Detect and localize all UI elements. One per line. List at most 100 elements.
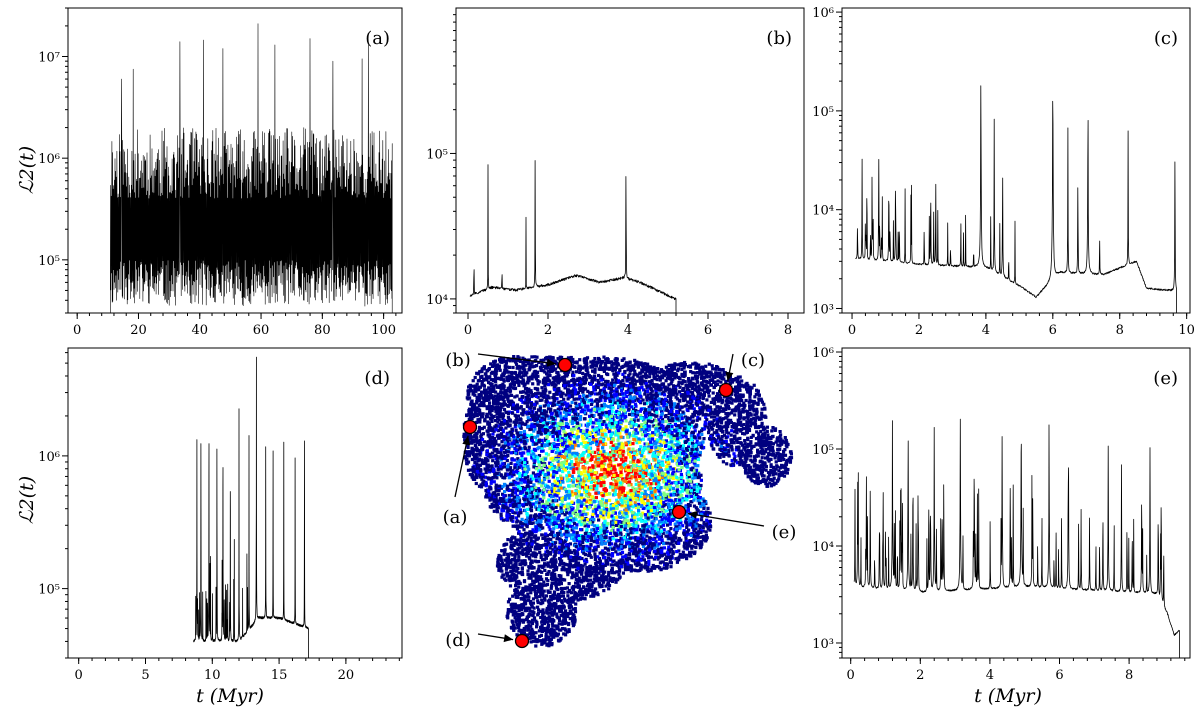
- scatter-point: [523, 508, 527, 512]
- scatter-point: [756, 448, 760, 452]
- scatter-point: [610, 365, 614, 369]
- scatter-point: [535, 640, 539, 644]
- y-tick-label: 10⁴: [812, 540, 834, 555]
- scatter-point: [480, 477, 484, 481]
- scatter-point: [490, 464, 494, 468]
- x-tick-label: 2: [915, 323, 923, 338]
- scatter-point: [735, 461, 740, 465]
- scatter-point: [577, 423, 581, 428]
- scatter-point: [749, 454, 753, 458]
- scatter-point: [506, 506, 510, 510]
- scatter-point: [529, 591, 533, 595]
- scatter-point: [764, 464, 768, 469]
- scatter-point: [542, 496, 546, 500]
- scatter-point: [582, 451, 586, 455]
- scatter-point: [689, 424, 693, 428]
- scatter-point: [709, 400, 713, 404]
- scatter-point: [621, 561, 625, 565]
- scatter-point: [576, 503, 580, 507]
- scatter-point: [495, 564, 500, 568]
- scatter-point: [737, 421, 741, 425]
- scatter-point: [611, 518, 615, 522]
- scatter-point: [518, 539, 522, 543]
- scatter-point: [680, 372, 684, 376]
- scatter-point: [501, 428, 505, 432]
- scatter-point: [678, 459, 682, 464]
- scatter-point: [652, 497, 657, 501]
- scatter-point: [738, 422, 742, 426]
- scatter-point: [718, 427, 722, 431]
- scatter-point: [571, 621, 575, 625]
- scatter-point: [584, 375, 588, 379]
- scatter-point: [653, 397, 657, 401]
- scatter-point: [635, 441, 639, 445]
- scatter-point: [518, 370, 522, 374]
- scatter-point: [615, 396, 619, 400]
- x-tick-label: 40: [191, 323, 208, 338]
- scatter-point: [646, 466, 650, 471]
- scatter-point: [741, 443, 745, 447]
- scatter-point: [555, 397, 559, 401]
- scatter-point: [656, 532, 660, 536]
- y-tick-label: 10⁷: [38, 51, 60, 66]
- scatter-point: [651, 405, 655, 409]
- scatter-point: [710, 364, 714, 368]
- scatter-point: [571, 607, 575, 611]
- scatter-point: [537, 487, 541, 491]
- scatter-point: [766, 433, 770, 437]
- scatter-point: [518, 359, 522, 363]
- scatter-point: [646, 528, 650, 532]
- scatter-point: [682, 366, 686, 370]
- scatter-point: [593, 454, 597, 459]
- scatter-point: [601, 453, 605, 457]
- scatter-point: [702, 375, 706, 379]
- scatter-point: [620, 547, 624, 551]
- scatter-point: [561, 594, 565, 598]
- scatter-point: [650, 520, 654, 524]
- scatter-point: [546, 541, 550, 545]
- scatter-point: [769, 477, 773, 482]
- scatter-point: [491, 432, 495, 436]
- scatter-point: [623, 564, 627, 569]
- scatter-point: [489, 378, 493, 382]
- scatter-point: [519, 521, 523, 525]
- scatter-point: [522, 470, 526, 474]
- scatter-point: [671, 476, 675, 480]
- scatter-point: [569, 502, 573, 506]
- scatter-point: [583, 535, 587, 539]
- scatter-point: [599, 462, 603, 466]
- scatter-point: [635, 439, 639, 443]
- scatter-point: [558, 483, 562, 487]
- scatter-point: [726, 449, 730, 454]
- scatter-point: [519, 605, 523, 609]
- scatter-point: [599, 508, 603, 512]
- scatter-point: [560, 591, 564, 595]
- scatter-point: [657, 392, 661, 396]
- series-line-a: [110, 23, 393, 313]
- scatter-point: [662, 374, 666, 378]
- scatter-point: [580, 366, 584, 370]
- scatter-point: [630, 495, 634, 499]
- plot-frame: [841, 7, 1191, 314]
- scatter-point: [748, 395, 752, 399]
- scatter-point: [502, 399, 506, 404]
- scatter-point: [595, 524, 600, 528]
- scatter-point: [615, 498, 619, 502]
- scatter-point: [493, 419, 498, 423]
- scatter-point: [585, 505, 589, 509]
- scatter-point: [488, 394, 492, 399]
- scatter-point: [505, 459, 509, 463]
- scatter-point: [574, 568, 579, 572]
- scatter-point: [783, 448, 787, 452]
- scatter-point: [549, 604, 553, 608]
- scatter-point: [504, 435, 508, 439]
- scatter-point: [577, 570, 581, 574]
- scatter-point: [632, 434, 636, 438]
- scatter-point: [529, 576, 533, 580]
- scatter-point: [569, 466, 573, 470]
- scatter-point: [553, 633, 558, 638]
- scatter-point: [530, 433, 534, 437]
- scatter-point: [522, 618, 526, 622]
- scatter-point: [701, 413, 705, 417]
- scatter-point: [714, 383, 718, 387]
